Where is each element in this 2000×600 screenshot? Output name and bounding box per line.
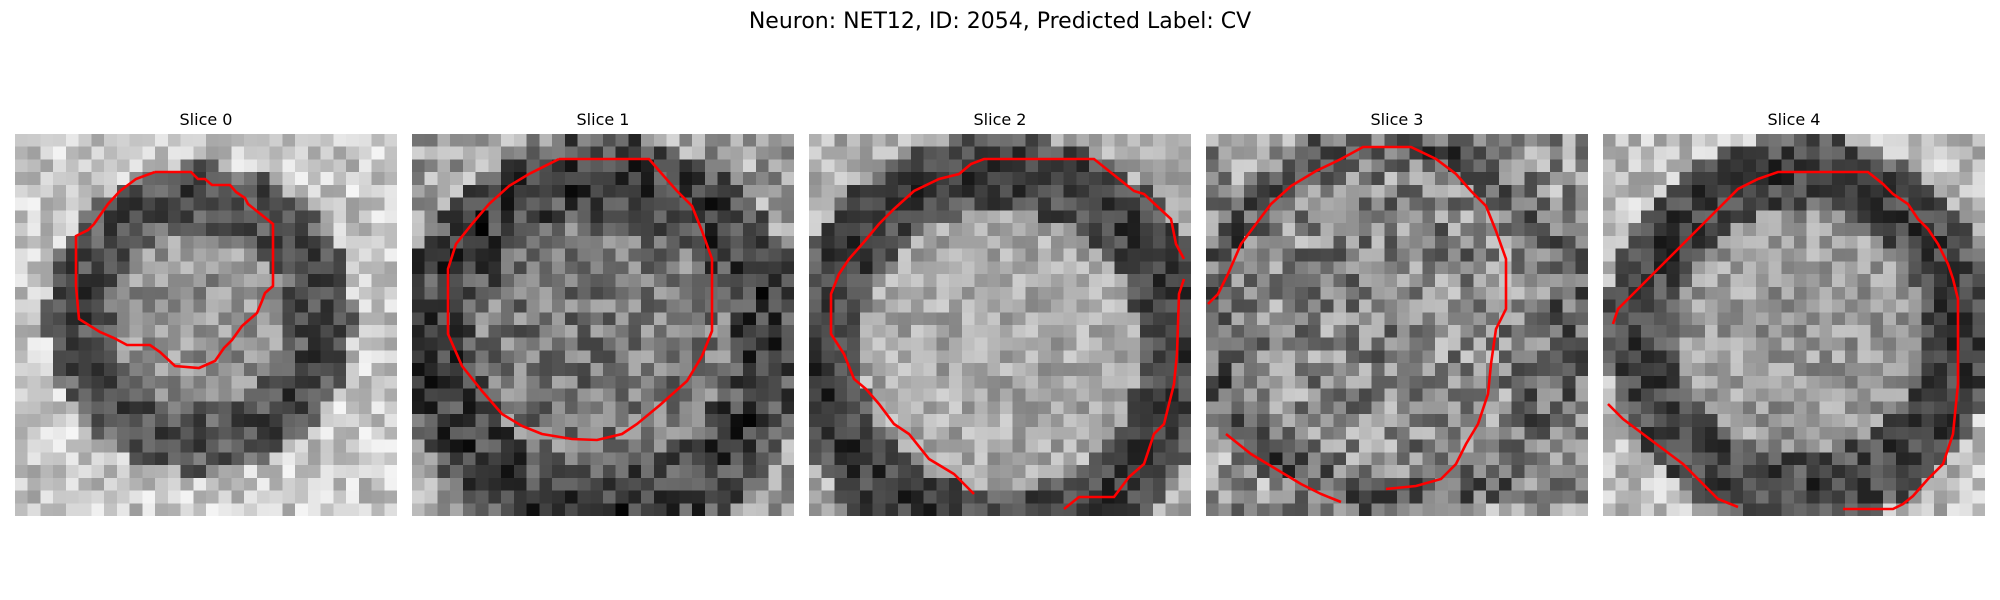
panel-title-slice-3: Slice 3 [1370,110,1424,129]
figure-title: Neuron: NET12, ID: 2054, Predicted Label… [748,9,1252,34]
panel-title-slice-1: Slice 1 [576,110,630,129]
panel-title-slice-2: Slice 2 [973,110,1027,129]
microscopy-image-slice-4 [1603,134,1985,516]
microscopy-image-slice-0 [15,134,397,516]
panel-title-slice-0: Slice 0 [179,110,233,129]
microscopy-image-slice-3 [1206,134,1588,516]
microscopy-image-slice-1 [412,134,794,516]
microscopy-image-slice-2 [809,134,1191,516]
panel-title-slice-4: Slice 4 [1767,110,1821,129]
